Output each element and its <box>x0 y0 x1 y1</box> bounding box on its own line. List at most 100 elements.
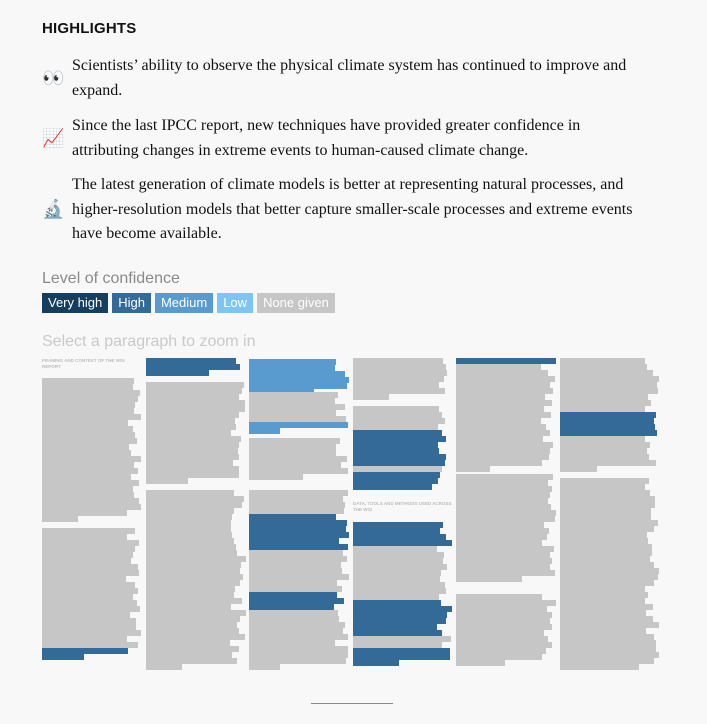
paragraph-line[interactable] <box>456 388 553 394</box>
paragraph-line[interactable] <box>560 424 655 430</box>
paragraph-line[interactable] <box>249 377 349 383</box>
paragraph-line[interactable] <box>249 496 343 502</box>
paragraph-line[interactable] <box>456 558 552 564</box>
paragraph-line[interactable] <box>456 570 555 576</box>
paragraph-line[interactable] <box>353 630 442 636</box>
paragraph-line[interactable] <box>249 371 345 377</box>
paragraph-line[interactable] <box>353 612 447 618</box>
paragraph-line[interactable] <box>456 460 542 466</box>
paragraph-line[interactable] <box>456 564 550 570</box>
paragraph-line[interactable] <box>146 454 239 460</box>
paragraph-line[interactable] <box>249 616 339 622</box>
paragraph-line[interactable] <box>146 622 237 628</box>
paragraph-line[interactable] <box>42 546 135 552</box>
paragraph-line[interactable] <box>42 432 135 438</box>
paragraph-line[interactable] <box>42 498 139 504</box>
paragraph-line[interactable] <box>249 544 348 550</box>
paragraph-line[interactable] <box>42 558 131 564</box>
paragraph-line[interactable] <box>560 586 645 592</box>
paragraph-line[interactable] <box>146 646 239 652</box>
paragraph-line[interactable] <box>560 562 654 568</box>
paragraph-line[interactable] <box>146 652 232 658</box>
paragraph-line[interactable] <box>560 628 646 634</box>
paragraph-line[interactable] <box>456 594 542 600</box>
paragraph-line[interactable] <box>42 474 131 480</box>
paragraph-line[interactable] <box>353 618 446 624</box>
paragraph-line[interactable] <box>560 550 652 556</box>
paragraph-line[interactable] <box>146 394 239 400</box>
paragraph-line[interactable] <box>560 556 650 562</box>
paragraph-line[interactable] <box>249 365 335 371</box>
paragraph-line[interactable] <box>560 394 648 400</box>
paragraph-line[interactable] <box>560 478 649 484</box>
paragraph-line[interactable] <box>353 472 440 478</box>
paragraph-line[interactable] <box>456 454 549 460</box>
paragraph-line[interactable] <box>456 466 490 472</box>
paragraph-line[interactable] <box>560 370 653 376</box>
paragraph-line[interactable] <box>146 658 237 664</box>
paragraph-line[interactable] <box>146 430 231 436</box>
paragraph-line[interactable] <box>353 370 447 376</box>
paragraph-line[interactable] <box>353 588 446 594</box>
paragraph-line[interactable] <box>249 646 348 652</box>
paragraph-line[interactable] <box>249 359 336 365</box>
paragraph-line[interactable] <box>456 418 541 424</box>
paragraph-line[interactable] <box>249 438 340 444</box>
paragraph-line[interactable] <box>42 600 137 606</box>
paragraph-line[interactable] <box>560 622 659 628</box>
paragraph-line[interactable] <box>560 448 647 454</box>
paragraph-line[interactable] <box>42 438 137 444</box>
paragraph-line[interactable] <box>249 604 334 610</box>
paragraph-line[interactable] <box>249 444 336 450</box>
paragraph-line[interactable] <box>456 486 552 492</box>
paragraph-line[interactable] <box>249 428 280 434</box>
paragraph-line[interactable] <box>353 636 451 642</box>
paragraph-line[interactable] <box>249 628 343 634</box>
paragraph-line[interactable] <box>353 642 442 648</box>
paragraph-line[interactable] <box>456 498 548 504</box>
paragraph-line[interactable] <box>353 654 450 660</box>
legend-very-high[interactable]: Very high <box>42 293 109 313</box>
paragraph-line[interactable] <box>456 528 549 534</box>
paragraph-line[interactable] <box>456 442 553 448</box>
paragraph-line[interactable] <box>249 622 345 628</box>
paragraph-line[interactable] <box>560 652 659 658</box>
paragraph-line[interactable] <box>456 400 552 406</box>
paragraph-line[interactable] <box>249 640 335 646</box>
paragraph-line[interactable] <box>146 568 240 574</box>
paragraph-line[interactable] <box>42 402 135 408</box>
paragraph-line[interactable] <box>353 534 446 540</box>
paragraph-line[interactable] <box>42 612 130 618</box>
paragraph-line[interactable] <box>146 538 234 544</box>
paragraph-line[interactable] <box>249 520 347 526</box>
paragraph-line[interactable] <box>353 430 442 436</box>
paragraph-line[interactable] <box>249 450 336 456</box>
paragraph-line[interactable] <box>249 574 349 580</box>
paragraph-line[interactable] <box>456 370 548 376</box>
paragraph-line[interactable] <box>42 630 141 636</box>
paragraph-line[interactable] <box>560 502 655 508</box>
paragraph-line[interactable] <box>42 510 127 516</box>
paragraph-line[interactable] <box>42 516 78 522</box>
paragraph-line[interactable] <box>456 534 547 540</box>
paragraph-line[interactable] <box>456 406 544 412</box>
legend-none-given[interactable]: None given <box>257 293 335 313</box>
paragraph-line[interactable] <box>560 646 656 652</box>
paragraph-line[interactable] <box>146 358 236 364</box>
paragraph-line[interactable] <box>146 496 244 502</box>
paragraph-line[interactable] <box>249 580 337 586</box>
paragraph-line[interactable] <box>42 492 134 498</box>
paragraph-line[interactable] <box>249 658 346 664</box>
paragraph-line[interactable] <box>353 460 445 466</box>
paragraph-line[interactable] <box>42 420 128 426</box>
paragraph-line[interactable] <box>560 460 656 466</box>
paragraph-line[interactable] <box>353 436 446 442</box>
paragraph-line[interactable] <box>353 624 437 630</box>
paragraph-line[interactable] <box>42 570 139 576</box>
paragraph-line[interactable] <box>249 550 343 556</box>
paragraph-line[interactable] <box>353 478 438 484</box>
paragraph-line[interactable] <box>560 382 657 388</box>
paragraph-line[interactable] <box>456 600 556 606</box>
paragraph-line[interactable] <box>560 358 645 364</box>
paragraph-line[interactable] <box>249 586 342 592</box>
